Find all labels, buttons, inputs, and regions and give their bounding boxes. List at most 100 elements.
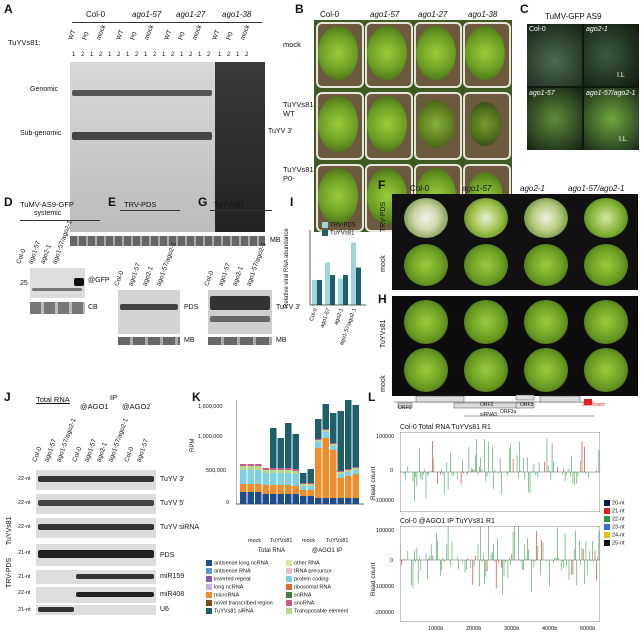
stacked-segment — [330, 450, 337, 498]
blot-title: TuMV-AS9-GFP — [20, 200, 74, 209]
y-tick: -100000 — [374, 584, 395, 590]
bar-TRV-PDS-ago2-1 — [338, 278, 343, 305]
stacked-segment — [277, 468, 284, 470]
x-tick-label: Col-0 — [309, 308, 319, 322]
group-label: mock — [248, 538, 262, 544]
lane-labels: Col-0 ago1-57 ago1-57/ago2-1 Col-0 ago1-… — [31, 417, 151, 463]
stacked-segment — [300, 473, 307, 483]
x-tick: 1000b — [428, 626, 444, 632]
stacked-segment — [345, 472, 352, 476]
western-blot — [30, 268, 85, 298]
blot-row — [36, 570, 156, 584]
stacked-segment — [292, 434, 299, 469]
loading-control — [70, 236, 265, 246]
stacked-segment — [345, 476, 352, 498]
plant-photo-grid — [392, 194, 638, 290]
plant-photo-grid — [392, 296, 638, 396]
panel-label-f: F — [378, 178, 386, 192]
gfp-photo: Col-0 ago2-1 ago1-57 ago1-57/ago2-1 I.L … — [527, 24, 639, 150]
panel-label-b: B — [295, 2, 304, 16]
stacked-segment — [262, 468, 269, 470]
quad-label: Col-0 — [529, 26, 546, 33]
stacked-segment — [285, 468, 292, 470]
stacked-segment — [307, 490, 314, 496]
stacked-segment — [352, 467, 359, 468]
panel-label-h: H — [378, 292, 387, 306]
stacked-segment — [337, 498, 344, 504]
stacked-segment — [292, 469, 299, 471]
stacked-segment — [322, 438, 329, 498]
column-label: ago1-27 — [418, 10, 448, 19]
stacked-segment — [270, 470, 277, 473]
y-axis-label: RPM — [190, 438, 196, 452]
legend-entry: snRNA — [286, 592, 311, 598]
legend-entry: snoRNA — [286, 600, 314, 606]
blot-row — [36, 587, 156, 603]
y-axis-label: Read count — [370, 466, 377, 500]
stacked-segment — [345, 469, 352, 470]
gene-label: ORF4 — [519, 391, 533, 397]
blot-row — [36, 605, 156, 615]
stacked-segment — [337, 478, 344, 498]
stacked-segment — [270, 428, 277, 468]
row-label: TRV-PDS — [380, 201, 387, 232]
stacked-segment — [255, 484, 262, 492]
loading-control — [118, 337, 180, 345]
stacked-segment — [285, 470, 292, 473]
blot-row — [36, 518, 156, 538]
plot-title: Col-0 @AGO1 IP TuYVs81 R1 — [400, 518, 495, 525]
group-label: mock — [302, 538, 316, 544]
bar-TRV-PDS-ago1-57 — [325, 262, 330, 305]
x-tick: 5000b — [580, 626, 596, 632]
y-axis-label: Read count — [370, 562, 377, 596]
stacked-segment — [255, 464, 262, 466]
legend-entry: antisense RNA — [206, 568, 251, 574]
y-tick: 1,000,000 — [198, 434, 223, 440]
stacked-segment — [285, 423, 292, 468]
loading-label: MB — [270, 237, 281, 244]
loading-control — [30, 302, 85, 314]
stacked-segment — [330, 446, 337, 450]
stacked-segment — [277, 494, 284, 504]
il-label: I.L — [617, 72, 625, 79]
stacked-segment — [315, 442, 322, 448]
stacked-segment — [270, 473, 277, 485]
stacked-segment — [285, 494, 292, 504]
legend-entry: long ncRNA — [206, 584, 243, 590]
blot-subtitle: systemic — [34, 210, 62, 217]
stacked-segment — [337, 474, 344, 478]
stacked-segment — [337, 471, 344, 472]
supergroup-label: Total RNA — [258, 548, 286, 554]
legend: 20-nt 21-nt 22-nt 23-nt 24-nt 25-nt — [604, 500, 640, 560]
stacked-segment — [300, 483, 307, 484]
stacked-segment — [292, 474, 299, 486]
stacked-segment — [247, 470, 254, 484]
group-label: ago1-57 — [132, 10, 162, 19]
group-label: @AGO1 — [80, 402, 109, 411]
stacked-segment — [307, 483, 314, 484]
stacked-segment — [345, 470, 352, 472]
legend-entry: TRV-PDS — [322, 222, 356, 229]
gene-label: ORF2 — [480, 402, 494, 408]
probe-label: PDS — [160, 552, 175, 559]
panel-label-i: I — [290, 195, 294, 209]
gene-label: ORF1 — [430, 392, 444, 398]
y-axis-label: Relative viral RNA abundance — [284, 228, 290, 308]
size-label: 21-nt — [18, 550, 31, 556]
stacked-segment — [262, 485, 269, 494]
y-tick: 0 — [226, 500, 230, 506]
size-label: 21-nt — [18, 607, 31, 613]
x-tick-label: ago1-57 — [319, 308, 332, 329]
stacked-segment — [330, 443, 337, 444]
row-label: TuYVs81 P0- — [283, 165, 314, 183]
lane-labels: Col-0 ago1-57 ago2-1 ago1-57/ago2-1 — [113, 241, 178, 287]
quad-label: ago1-57 — [529, 90, 555, 97]
stacked-segment — [345, 498, 352, 504]
row-label: mock — [380, 255, 387, 272]
stacked-segment — [277, 485, 284, 494]
stacked-segment — [352, 468, 359, 470]
blot-row — [36, 544, 156, 566]
row-label: TuYVs81: — [8, 38, 41, 47]
gene-label: 3UL insert — [582, 402, 605, 408]
